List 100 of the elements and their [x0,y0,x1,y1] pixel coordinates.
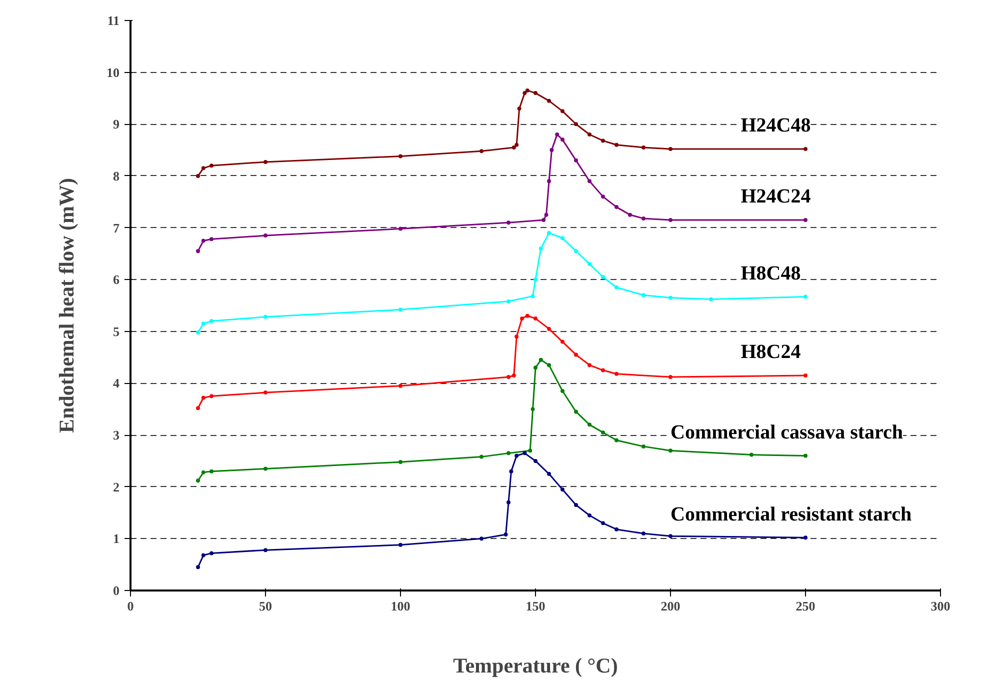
point [804,536,808,540]
point [538,246,543,250]
point [528,448,532,453]
point [588,363,592,368]
point [560,487,564,492]
series-label: H24C48 [740,114,811,137]
x-tick-label: 300 [930,598,950,614]
point [514,334,519,339]
point [534,91,538,96]
point [201,166,206,170]
point [642,216,646,220]
x-tick-label: 150 [526,598,546,614]
point [534,316,538,320]
point [538,358,543,362]
point [210,237,214,242]
point [264,314,268,319]
point [210,164,214,168]
point [480,454,484,459]
point [534,278,538,282]
point [804,147,808,152]
point [196,249,200,254]
x-tick-label: 250 [796,598,816,614]
point [547,326,551,331]
point [601,194,605,199]
point [574,410,578,414]
point [560,138,564,142]
point [614,142,618,147]
y-tick-label: 11 [107,13,120,28]
point [804,218,808,222]
point [601,368,605,372]
point [530,407,535,412]
series-label: H8C48 [740,262,801,284]
point [560,236,564,240]
point [547,230,551,235]
point [201,396,206,400]
point [398,384,402,388]
x-tick-label: 50 [259,598,272,614]
point [512,373,516,378]
point [614,527,618,532]
point [668,375,672,380]
point [588,513,592,518]
point [668,296,672,300]
point [601,521,605,526]
point [574,158,578,162]
y-tick-label: 2 [113,479,120,494]
point [201,322,206,326]
point [642,293,646,298]
point [264,160,268,164]
point [196,478,200,483]
point [525,314,530,318]
point [522,91,527,96]
y-tick-label: 0 [113,583,120,598]
point [525,88,530,92]
point [264,234,268,238]
point [560,340,564,344]
point [642,145,646,150]
point [642,444,646,448]
point [547,98,551,103]
series-label: H24C24 [740,186,811,208]
point [547,363,551,368]
point [517,106,522,111]
point [547,472,551,476]
point [574,249,578,254]
y-tick-label: 9 [113,116,120,132]
point [601,275,605,279]
point [210,551,214,556]
point [506,375,510,380]
point [668,218,672,222]
y-tick-label: 10 [106,64,120,80]
point [201,238,206,243]
point [506,500,510,504]
point [588,422,592,427]
point [398,154,402,158]
point [601,430,605,434]
point [398,308,402,312]
point [544,212,548,217]
point [614,285,618,290]
point [574,503,578,507]
point [520,316,524,320]
point [196,174,200,178]
point [398,542,402,547]
y-tick-label: 5 [113,324,120,339]
point [480,149,484,154]
x-axis-title: Temperature ( °C) [453,654,618,678]
y-tick-label: 3 [113,428,120,443]
point [210,394,214,398]
point [588,179,592,184]
point [480,536,484,541]
point [210,319,214,324]
y-tick-label: 6 [113,272,120,288]
point [210,469,214,474]
point [196,565,200,570]
point [506,220,510,225]
point [804,454,808,458]
point [588,132,592,136]
point [512,145,516,150]
point [804,373,808,378]
point [560,109,564,114]
point [201,553,206,558]
y-tick-label: 4 [113,376,120,391]
